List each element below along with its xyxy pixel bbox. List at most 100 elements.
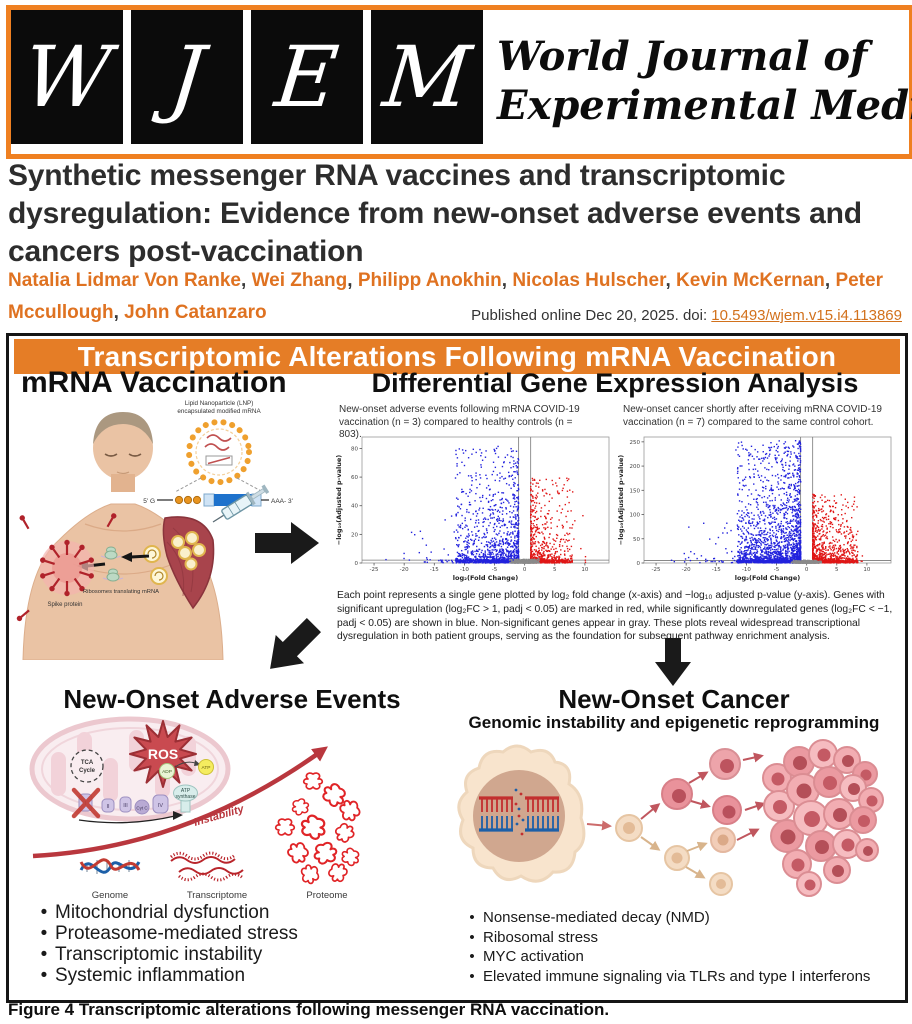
bullet-icon: •	[469, 967, 475, 985]
bullet-icon: •	[40, 923, 48, 944]
lipid-nanoparticle-icon	[186, 419, 252, 485]
arrow-down-icon	[655, 638, 691, 686]
doi-link[interactable]: 10.5493/wjem.v15.i4.113869	[711, 307, 902, 324]
author-name: Wei Zhang	[251, 270, 348, 291]
normal-cell-icon	[709, 872, 733, 896]
author-name: Philipp Anokhin	[357, 270, 502, 291]
ros-label: ROS	[148, 746, 178, 762]
transformed-cell-icon	[712, 795, 742, 825]
protein-tangles-icon	[274, 772, 363, 886]
volcano-title-cancer: New-onset cancer shortly after receiving…	[623, 404, 882, 428]
atp-synthase-icon: ATP synthase	[173, 784, 198, 813]
journal-name-line1: World Journal of	[497, 33, 868, 81]
author-name: Peter Mccullough	[8, 270, 883, 323]
adverse-events-list: • Mitochondrial dysfunction • Proteasome-m…	[33, 902, 443, 986]
logo-letter-e: E	[271, 28, 343, 126]
normal-cell-icon	[710, 827, 736, 853]
figure-caption: Figure 4 Transcriptomic alterations foll…	[8, 1000, 610, 1019]
synthase-label-line1: ATP	[181, 788, 191, 794]
cancer-list: • Nonsense-mediated decay (NMD) • Ribosoma…	[461, 908, 897, 986]
list-item: • Nonsense-mediated decay (NMD)	[461, 908, 897, 928]
transformed-cell-icon	[709, 748, 741, 780]
mrna-construct-icon: 5' G AAA- 3'	[143, 493, 293, 507]
logo-letter-j: J	[165, 28, 209, 126]
spike-protein-label: Spike protein	[47, 602, 82, 608]
journal-header: W J E M World Journal of Experimental Me…	[6, 5, 912, 159]
broken-dna-icon	[479, 788, 559, 836]
proteome-label: Proteome	[306, 890, 347, 901]
transformed-cell-icon	[661, 778, 693, 810]
complex-ii-label: II	[106, 804, 110, 810]
author-separator: ,	[824, 270, 836, 291]
initiated-cell-icon	[615, 814, 643, 842]
author-name: Nicolas Hulscher	[512, 270, 666, 291]
tumor-mass-icon	[762, 739, 884, 897]
list-item: • Ribosomal stress	[461, 928, 897, 948]
tca-cycle-icon: TCA Cycle	[70, 749, 104, 783]
mrna-vaccination-illustration: Spike protein Ribosomes translating mRNA…	[15, 400, 293, 660]
list-item: • Transcriptomic instability	[33, 944, 443, 965]
dge-heading: Differential Gene Expression Analysis	[371, 368, 859, 398]
volcano-caption: Each point represents a single gene plot…	[337, 590, 893, 643]
syringe-icon	[212, 484, 270, 523]
journal-name: World Journal of Experimental Medicine	[497, 10, 912, 154]
bullet-icon: •	[469, 948, 475, 965]
adp-icon: ADP	[159, 763, 175, 779]
list-item-label: Ribosomal stress	[483, 928, 599, 946]
list-item: • MYC activation	[461, 947, 897, 967]
logo-tile: J	[131, 10, 243, 144]
spike-protein-cluster-icon	[15, 511, 119, 624]
figure-banner: Transcriptomic Alterations Following mRN…	[14, 339, 900, 374]
logo-tile: M	[371, 10, 483, 144]
lnp-label-line2: encapsulated modified mRNA	[177, 408, 261, 415]
list-item-label: Mitochondrial dysfunction	[55, 902, 270, 923]
normal-cell-icon	[664, 845, 690, 871]
author-separator: ,	[501, 270, 513, 291]
adp-label: ADP	[162, 769, 172, 775]
instability-label: Instability	[193, 803, 247, 829]
ros-burst-icon: ROS	[129, 720, 197, 788]
logo-letter-m: M	[378, 28, 476, 126]
etc-complexes-icon: I II III Cyt C IV	[71, 787, 183, 824]
tca-label-line2: Cycle	[79, 768, 96, 774]
list-item: • Proteasome-mediated stress	[33, 923, 443, 944]
tca-label-line1: TCA	[81, 760, 94, 766]
atp-label: ATP	[202, 765, 211, 771]
instability-arrow-icon	[32, 746, 328, 859]
red-x-icon	[71, 787, 101, 819]
author-list: Natalia Lidmar Von Ranke, Wei Zhang, Phi…	[8, 265, 908, 329]
progression-arrow-icon	[586, 820, 612, 831]
adverse-events-heading: New-Onset Adverse Events	[63, 684, 401, 714]
cancer-illustration	[457, 739, 884, 897]
list-item-label: Nonsense-mediated decay (NMD)	[483, 909, 710, 926]
bullet-icon: •	[40, 965, 48, 986]
published-info: Published online Dec 20, 2025. doi: 10.5…	[471, 307, 902, 324]
author-name: Natalia Lidmar Von Ranke	[8, 270, 241, 291]
genome-label: Genome	[92, 890, 128, 901]
published-text: Published online Dec 20, 2025. doi:	[471, 307, 712, 324]
volcano-plot-adverse	[335, 433, 613, 583]
list-item-label: Systemic inflammation	[55, 965, 246, 986]
cancer-heading: New-Onset Cancer	[558, 684, 790, 714]
translating-cells-icon	[143, 545, 168, 585]
logo-tile: W	[11, 10, 123, 144]
damaged-cell-icon	[457, 744, 586, 883]
list-item-label: Proteasome-mediated stress	[55, 923, 298, 944]
cytc-label: Cyt C	[136, 806, 148, 811]
list-item-label: Transcriptomic instability	[55, 944, 263, 965]
mrna-5prime-label: 5' G	[143, 498, 155, 505]
cancer-subheading: Genomic instability and epigenetic repro…	[468, 713, 880, 732]
list-item-label: Elevated immune signaling via TLRs and t…	[483, 967, 871, 985]
mrna-3prime-label: AAA- 3'	[271, 498, 293, 505]
rna-strands-icon	[170, 851, 244, 882]
author-name: John Catanzaro	[124, 301, 267, 323]
article-title: Synthetic messenger RNA vaccines and tra…	[8, 159, 862, 269]
bullet-icon: •	[40, 944, 48, 965]
bullet-icon: •	[40, 902, 48, 923]
list-item: • Systemic inflammation	[33, 965, 443, 986]
muscle-cells-icon	[171, 531, 206, 571]
volcano-plot-cancer	[617, 433, 895, 583]
transcriptome-label: Transcriptome	[187, 890, 247, 901]
author-separator: ,	[113, 301, 125, 323]
ribosomes-label: Ribosomes translating mRNA	[83, 589, 159, 595]
